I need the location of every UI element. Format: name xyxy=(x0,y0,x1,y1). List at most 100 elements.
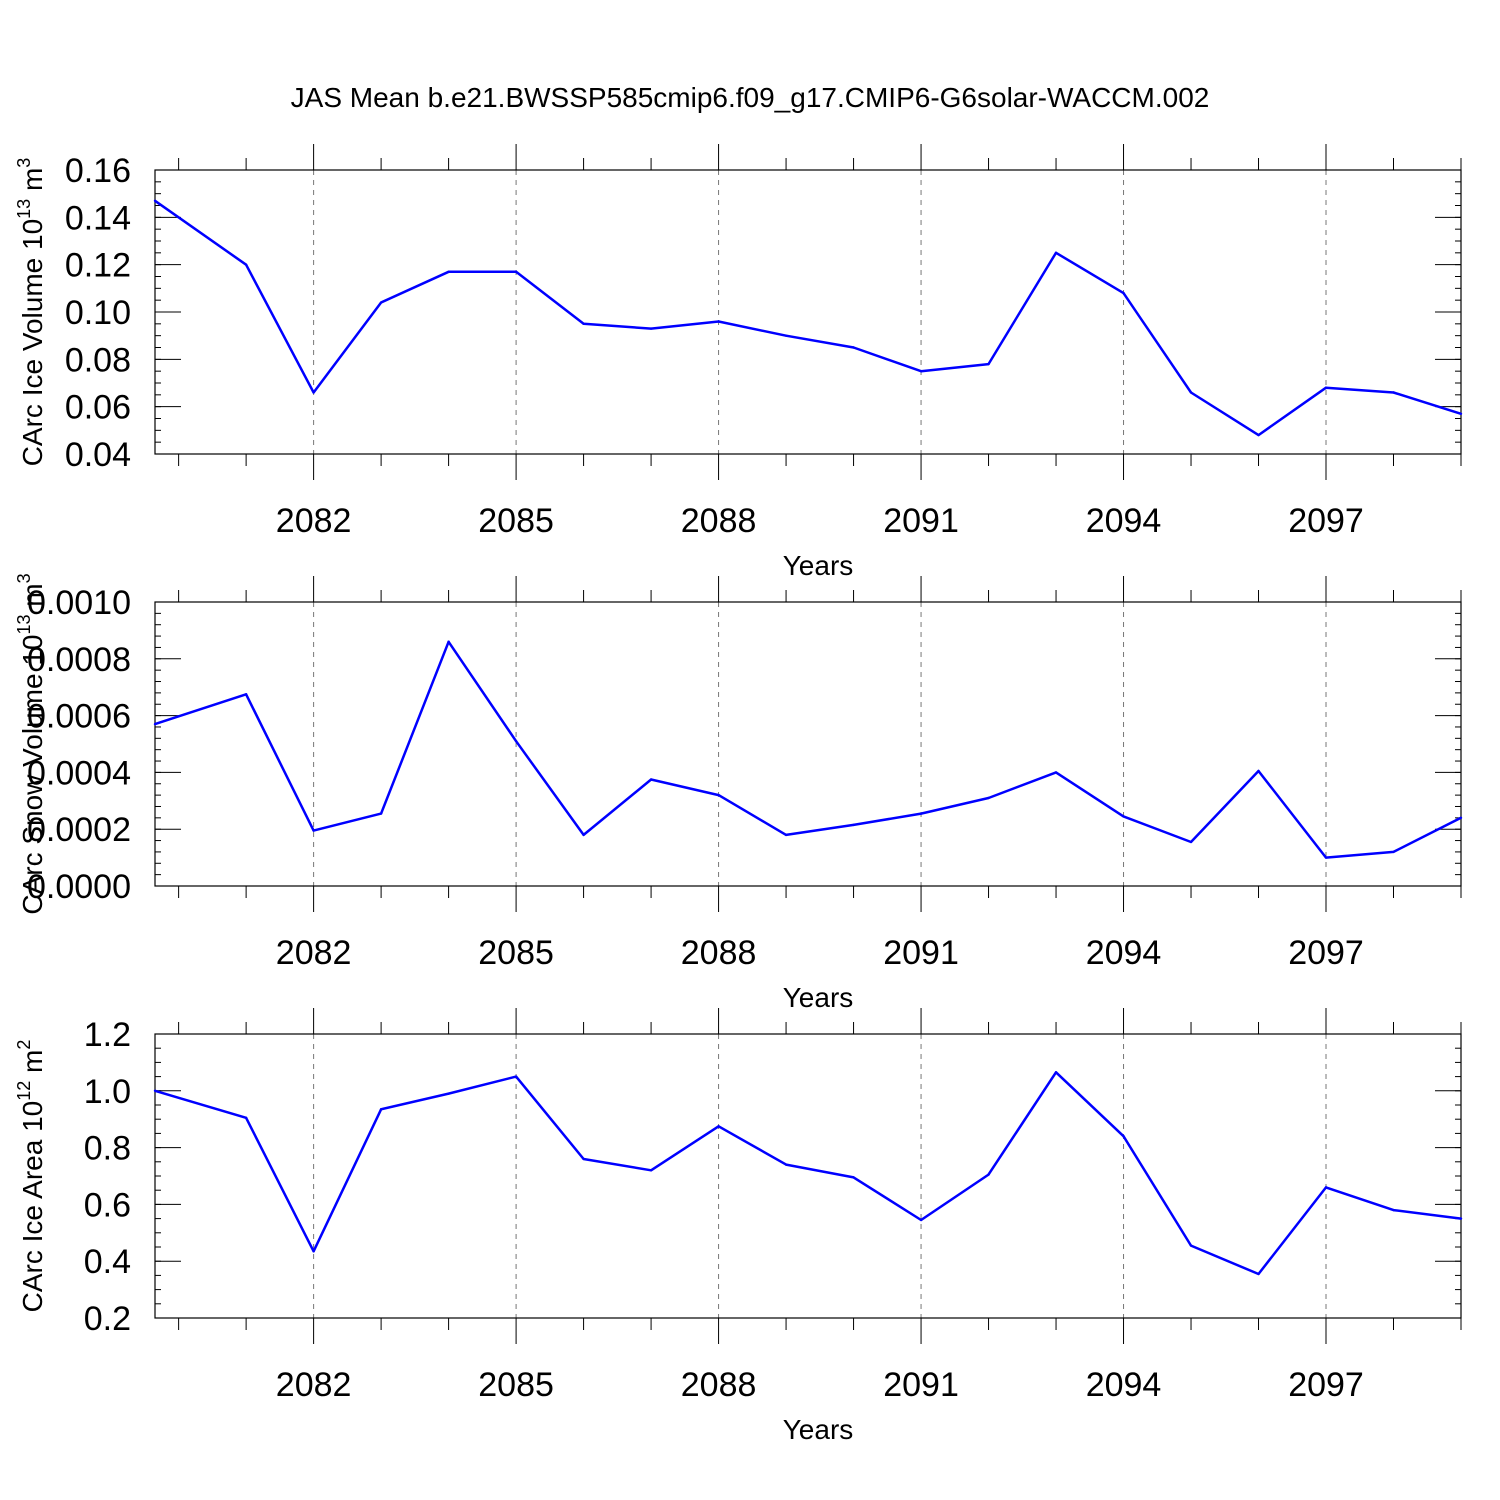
y-tick-label: 0.8 xyxy=(84,1130,131,1168)
x-tick-label: 2085 xyxy=(478,1366,554,1404)
chart-title: JAS Mean b.e21.BWSSP585cmip6.f09_g17.CMI… xyxy=(291,82,1210,113)
data-point xyxy=(852,346,855,349)
y-axis-label-unit-exponent: 3 xyxy=(14,158,34,168)
data-point xyxy=(987,796,990,800)
data-point xyxy=(447,640,450,643)
panel-ice-volume: 0.04 0.06 0.08 0.10 0.12 0.14 0.16 2082 2085 2088… xyxy=(14,144,1463,581)
data-point xyxy=(379,301,383,304)
data-point xyxy=(1189,1244,1193,1247)
panel-ice-area: 0.2 0.4 0.6 0.8 1.0 1.2 2082 2085 2088 2091 2094 20… xyxy=(14,1008,1463,1445)
data-point xyxy=(379,1108,383,1111)
y-axis-label-exponent: 13 xyxy=(14,199,34,219)
data-point xyxy=(1054,251,1058,255)
y-axis-label: CArc Ice Volume 1013 m3 xyxy=(14,158,48,467)
data-point xyxy=(1324,856,1328,859)
y-tick-label: 0.4 xyxy=(84,1243,131,1281)
data-point xyxy=(987,1173,990,1176)
y-tick-label: 0.16 xyxy=(65,152,131,190)
x-tick-label: 2082 xyxy=(276,502,352,540)
y-tick-label: 1.2 xyxy=(84,1016,131,1054)
chart-panels: 0.04 0.06 0.08 0.10 0.12 0.14 0.16 2082 2085 2088… xyxy=(14,144,1463,1445)
data-point xyxy=(514,739,518,743)
data-point xyxy=(379,812,383,815)
y-axis-label-unit: m xyxy=(17,1050,48,1081)
y-axis-label-text: CArc Ice Area 10 xyxy=(17,1101,48,1313)
data-point xyxy=(312,1250,315,1253)
data-line-ice-volume xyxy=(154,199,1462,437)
y-tick-label: 0.0004 xyxy=(27,754,131,792)
x-axis-label: Years xyxy=(783,1414,854,1445)
data-point xyxy=(717,320,720,323)
data-point xyxy=(153,1089,157,1093)
data-point xyxy=(582,322,585,326)
y-tick-label: 0.14 xyxy=(65,199,131,237)
x-tick-label: 2085 xyxy=(478,502,554,540)
y-axis-label-text: CArc Ice Volume 10 xyxy=(17,219,48,466)
y-tick-label: 0.12 xyxy=(65,247,131,285)
x-tick-label: 2082 xyxy=(276,1366,352,1404)
x-tick-label: 2091 xyxy=(883,1366,959,1404)
data-line-snow-volume xyxy=(154,640,1462,859)
y-tick-label: 0.0010 xyxy=(27,584,131,622)
data-point xyxy=(987,362,990,366)
x-tick-label: 2097 xyxy=(1288,1366,1364,1404)
data-point xyxy=(784,334,788,337)
data-point xyxy=(1257,433,1260,437)
data-point xyxy=(1122,815,1125,818)
y-axis-label: CArc Snow Volume 1013 m3 xyxy=(14,573,48,914)
data-point xyxy=(1257,769,1260,773)
data-point xyxy=(784,833,788,837)
plot-frame xyxy=(154,601,1462,887)
y-axis-label: CArc Ice Area 1012 m2 xyxy=(14,1040,48,1313)
y-tick-label: 0.04 xyxy=(65,436,131,474)
y-tick-label: 0.0000 xyxy=(27,868,131,906)
x-tick-label: 2097 xyxy=(1288,502,1364,540)
y-axis-label-text: CArc Snow Volume 10 xyxy=(17,635,48,915)
data-point xyxy=(1392,1208,1395,1212)
data-point xyxy=(582,833,585,837)
y-axis-label-unit: m xyxy=(17,583,48,614)
y-tick-label: 1.0 xyxy=(84,1073,131,1111)
y-axis-label-unit: m xyxy=(17,168,48,199)
data-point xyxy=(244,263,248,266)
data-point xyxy=(717,1125,720,1128)
data-point xyxy=(153,722,157,726)
x-tick-label: 2088 xyxy=(681,934,757,972)
data-point xyxy=(852,1176,855,1179)
data-point xyxy=(649,327,653,330)
data-point xyxy=(1392,391,1395,394)
x-tick-label: 2091 xyxy=(883,934,959,972)
y-tick-label: 0.08 xyxy=(65,341,131,379)
y-tick-label: 0.0008 xyxy=(27,641,131,679)
data-point xyxy=(1054,771,1058,774)
data-point xyxy=(514,1075,518,1078)
y-tick-label: 0.2 xyxy=(84,1300,131,1338)
data-point xyxy=(153,199,157,202)
data-point xyxy=(784,1163,788,1166)
data-point xyxy=(1122,1135,1125,1138)
data-point xyxy=(1324,1186,1328,1189)
data-point xyxy=(312,391,315,394)
data-point xyxy=(514,270,518,273)
data-point xyxy=(447,270,450,273)
data-point xyxy=(919,1218,923,1222)
data-point xyxy=(1459,412,1463,415)
data-point xyxy=(582,1157,585,1161)
data-point xyxy=(1324,386,1328,389)
y-axis-label-unit-exponent: 2 xyxy=(14,1040,34,1050)
data-point xyxy=(649,778,653,781)
y-tick-label: 0.0002 xyxy=(27,811,131,849)
x-tick-label: 2091 xyxy=(883,502,959,540)
data-point xyxy=(312,829,315,832)
data-point xyxy=(649,1169,653,1172)
data-point xyxy=(1392,850,1395,854)
data-point xyxy=(717,793,720,797)
x-tick-label: 2085 xyxy=(478,934,554,972)
data-point xyxy=(919,812,923,815)
data-point xyxy=(852,823,855,827)
x-tick-label: 2088 xyxy=(681,502,757,540)
data-point xyxy=(1189,391,1193,394)
y-tick-label: 0.10 xyxy=(65,294,131,332)
